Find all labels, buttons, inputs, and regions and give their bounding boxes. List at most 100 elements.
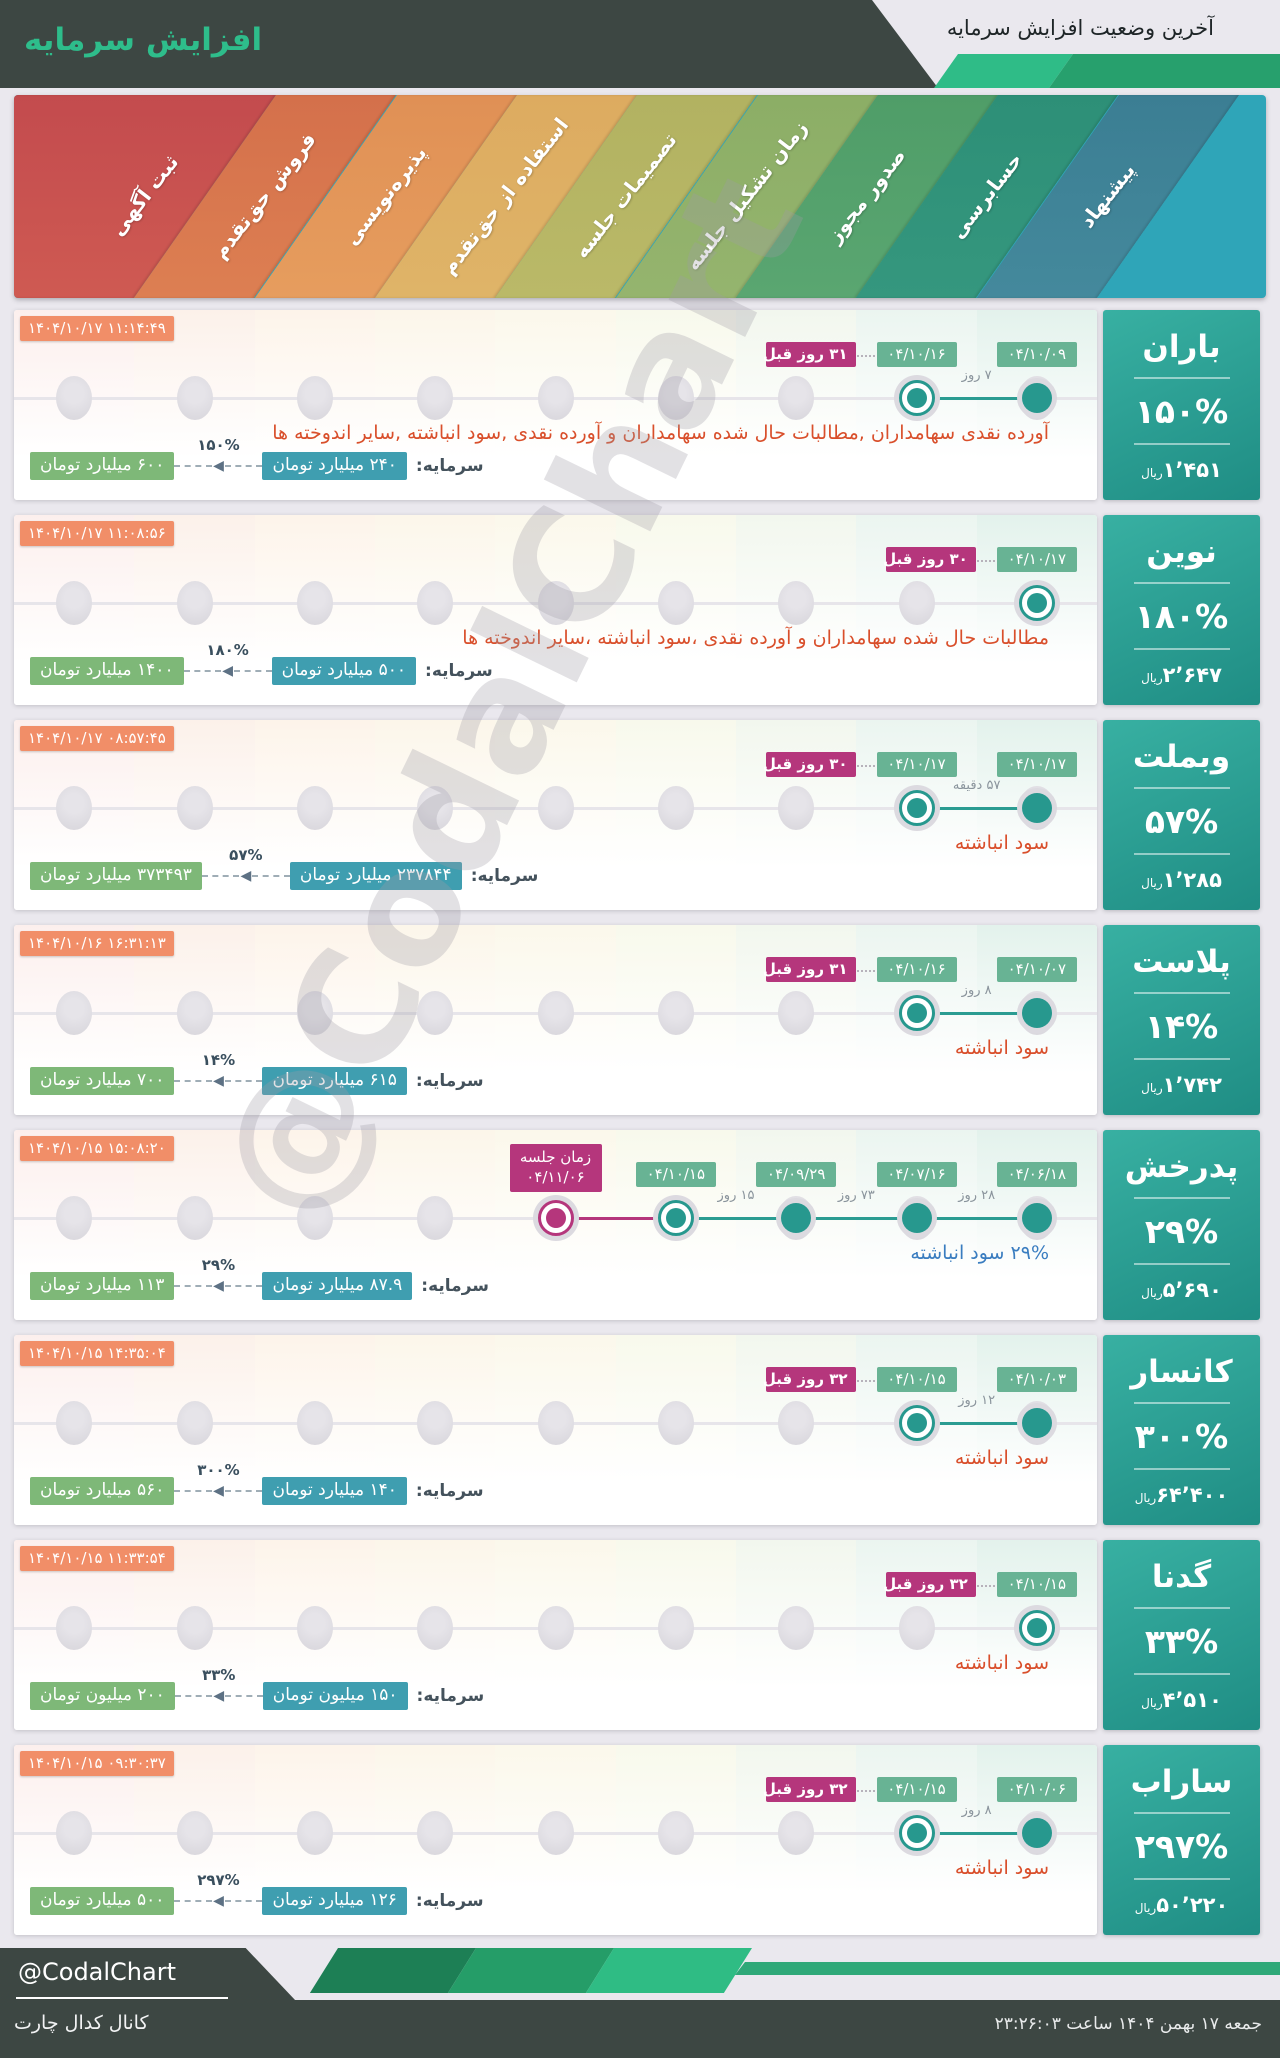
placeholder-dot [778, 991, 815, 1035]
placeholder-dot [56, 786, 93, 830]
placeholder-dot [417, 376, 454, 420]
company-panel: وبملت ۵۷% ۱٬۲۸۵ریال [1103, 720, 1260, 910]
placeholder-dot [176, 1196, 213, 1240]
stage-dot [781, 1203, 812, 1233]
date-badge: ۰۴/۱۰/۱۵ [876, 1777, 957, 1802]
stage-dot [1021, 1408, 1052, 1438]
placeholder-dot [657, 1401, 694, 1445]
capital-label: سرمایه: [415, 1891, 484, 1911]
timeline-segment [916, 396, 1037, 400]
timestamp-badge: ۱۴۰۴/۱۰/۱۵ ۱۴:۳۵:۰۴ [20, 1341, 174, 1366]
placeholder-dot [56, 1606, 93, 1650]
stage-band: ثبت آگهی فروش حق‌تقدم پذیره‌نویسی استفاده ا… [14, 95, 1266, 298]
price-unit: ریال [1134, 1490, 1157, 1505]
capital-label: سرمایه: [470, 866, 539, 886]
placeholder-dot [657, 786, 694, 830]
stage-dot-ringed [1018, 1610, 1055, 1646]
company-name: پلاست [1132, 943, 1231, 980]
placeholder-dot [778, 1811, 815, 1855]
description-text: مطالبات حال شده سهامداران و آورده نقدی ،… [462, 627, 1049, 649]
gap-days-label: ۸ روز [961, 1803, 992, 1818]
capital-to-badge: ۵۰۰ میلیارد تومان [30, 1887, 175, 1915]
company-row-card: ۱۲ روز ۰۴/۱۰/۱۵ ۰۴/۱۰/۰۳ ۳۲ روز قبل ۱۴۰۴/۱۰/… [14, 1335, 1097, 1525]
company-name: نوین [1146, 533, 1217, 570]
capital-arrow: ۳۳% ◀ [174, 1666, 263, 1703]
capital-percent: ۲۹۷% [197, 1871, 240, 1889]
panel-divider [1133, 648, 1230, 650]
stage-dot-ringed [898, 380, 935, 416]
company-percent: ۱۴% [1144, 1006, 1219, 1046]
footer-channel-name: کانال کدال چارت [14, 2012, 149, 2034]
capital-to-badge: ۶۰۰ میلیارد تومان [30, 452, 175, 480]
stage-dot-core [906, 1823, 927, 1843]
timeline-segment [916, 1011, 1037, 1015]
capital-from-badge: ۱۴۰ میلیارد تومان [262, 1477, 407, 1505]
panel-divider [1133, 443, 1230, 445]
company-panel: پلاست ۱۴% ۱٬۷۴۲ریال [1103, 925, 1260, 1115]
capital-arrow-dash-left [174, 1900, 213, 1902]
placeholder-dot [537, 581, 574, 625]
capital-percent: ۱۴% [201, 1051, 236, 1069]
stage-dot-ringed [1018, 585, 1055, 621]
price-value: ۱٬۷۴۲ [1162, 1072, 1222, 1097]
panel-divider [1133, 1812, 1230, 1814]
company-price: ۲٬۶۴۷ریال [1141, 663, 1222, 687]
panel-divider [1133, 1197, 1230, 1199]
ago-badge: ۳۱ روز قبل [763, 957, 856, 982]
placeholder-dot [657, 1811, 694, 1855]
placeholder-dot [417, 1606, 454, 1650]
timestamp-badge: ۱۴۰۴/۱۰/۱۵ ۱۱:۳۳:۵۴ [20, 1546, 174, 1571]
description-text: سود انباشته [954, 832, 1049, 854]
timeline-segment [796, 1216, 917, 1220]
panel-divider [1133, 1878, 1230, 1880]
date-badge: ۰۴/۱۰/۰۳ [996, 1367, 1077, 1392]
placeholder-dot [778, 376, 815, 420]
capital-from-badge: ۶۱۵ میلیارد تومان [262, 1067, 407, 1095]
placeholder-dot [296, 786, 333, 830]
header-green-stripe-dark [1049, 54, 1280, 88]
description-text: سود انباشته [954, 1447, 1049, 1469]
left-triangle-icon: ◀ [240, 868, 252, 884]
placeholder-dot [778, 1401, 815, 1445]
meeting-badge-line2: ۰۴/۱۱/۰۶ [526, 1168, 585, 1187]
stage-dot-ringed [898, 995, 935, 1031]
placeholder-dot [296, 1811, 333, 1855]
placeholder-dot [56, 1811, 93, 1855]
capital-label: سرمایه: [425, 661, 493, 681]
date-badge: ۰۴/۱۰/۱۷ [876, 752, 957, 777]
price-unit: ریال [1141, 1080, 1163, 1095]
page-subtitle: آخرین وضعیت افزایش سرمایه [946, 16, 1214, 40]
page-title: افزایش سرمایه [24, 22, 263, 58]
capital-from-badge: ۲۳۷۸۴۴ میلیارد تومان [289, 862, 462, 890]
stage-dot [1021, 793, 1052, 823]
placeholder-dot [778, 1606, 815, 1650]
stage-dot-core [1026, 593, 1047, 613]
meeting-badge: زمان جلسه ۰۴/۱۱/۰۶ [509, 1144, 602, 1192]
stage-dot-core [906, 798, 927, 818]
left-triangle-icon: ◀ [213, 1483, 224, 1499]
placeholder-dot [417, 581, 454, 625]
panel-divider [1133, 853, 1230, 855]
date-badge: ۰۴/۱۰/۱۶ [876, 342, 957, 367]
panel-divider [1133, 1402, 1230, 1404]
capital-percent: ۱۸۰% [206, 641, 249, 659]
company-panel: نوین ۱۸۰% ۲٬۶۴۷ریال [1103, 515, 1260, 705]
header: افزایش سرمایه آخرین وضعیت افزایش سرمایه [0, 0, 1280, 88]
placeholder-dot [657, 1606, 694, 1650]
stage-dot-ringed [657, 1200, 694, 1236]
placeholder-dot [296, 1401, 333, 1445]
panel-divider [1133, 992, 1230, 994]
placeholder-dot [657, 376, 694, 420]
company-name: ساراب [1130, 1763, 1233, 1800]
company-row-card: ۸ روز ۰۴/۱۰/۱۵ ۰۴/۱۰/۰۶ ۳۲ روز قبل ۱۴۰۴/۱۰/۱… [14, 1745, 1097, 1935]
placeholder-dot [176, 1811, 213, 1855]
placeholder-dot [296, 581, 333, 625]
capital-arrow: ۱۵۰% ◀ [174, 436, 263, 473]
capital-percent: ۳۳% [202, 1666, 236, 1684]
placeholder-dot [56, 991, 93, 1035]
capital-arrow-dash-left [174, 465, 213, 467]
capital-line: ۵۰۰ میلیارد تومان ۲۹۷% ◀ ۱۲۶ میلیارد تومان س… [30, 1871, 484, 1916]
placeholder-dot [296, 376, 333, 420]
placeholder-dot [898, 1606, 935, 1650]
price-value: ۴٬۵۱۰ [1162, 1687, 1222, 1712]
